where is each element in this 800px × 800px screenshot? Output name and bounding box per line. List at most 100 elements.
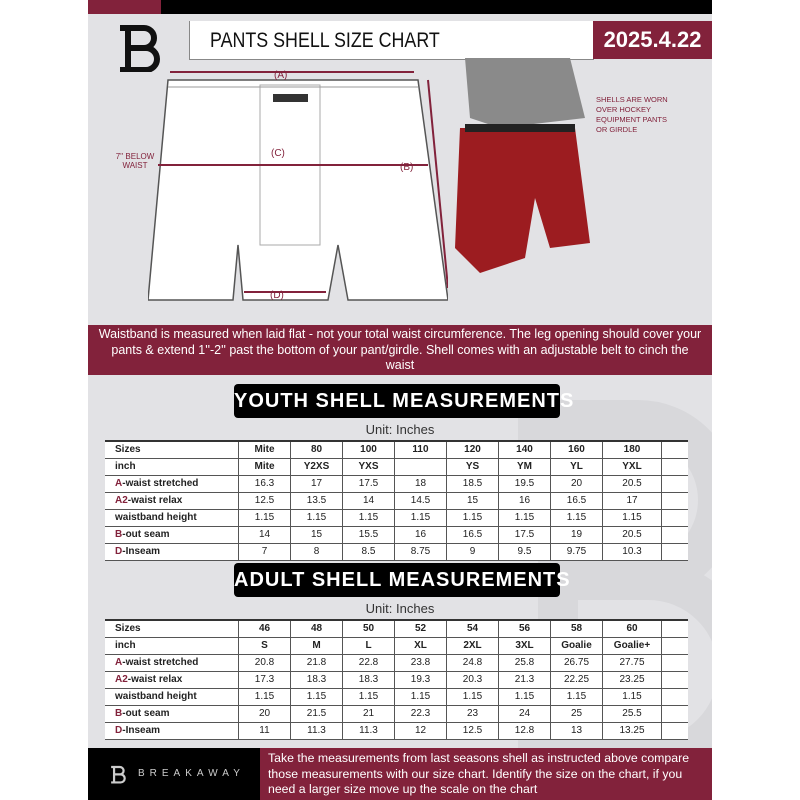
top-bar-accent	[88, 0, 161, 14]
table-cell: 17.3	[238, 671, 291, 689]
table-cell: 16.3	[238, 475, 291, 493]
row-label-text: -waist relax	[127, 495, 183, 506]
row-label-text: -out seam	[122, 708, 170, 719]
table-row: D-Inseam 7 8 8.5 8.75 9 9.5 9.75 10.3	[105, 543, 688, 561]
table-cell: 21	[342, 705, 395, 723]
table-cell: 23.8	[394, 654, 447, 672]
row-label-prefix: B	[115, 708, 123, 719]
table-cell: 17.5	[342, 475, 395, 493]
page-title: PANTS SHELL SIZE CHART	[210, 29, 440, 52]
table-spacer	[661, 688, 688, 706]
table-cell: 14.5	[394, 492, 447, 510]
table-cell: 16.5	[446, 526, 499, 544]
table-cell: YXS	[342, 458, 395, 476]
row-label: inch	[105, 637, 239, 655]
table-cell: 12	[394, 722, 447, 740]
table-spacer	[661, 543, 688, 561]
table-cell: 26.75	[550, 654, 603, 672]
table-cell: 1.15	[602, 688, 662, 706]
size-chart-page: PANTS SHELL SIZE CHART 2025.4.22 (A) (C)…	[88, 0, 712, 800]
row-label: Sizes	[105, 440, 239, 459]
row-label: D-Inseam	[105, 543, 239, 561]
table-cell: YM	[498, 458, 551, 476]
table-cell: Y2XS	[290, 458, 343, 476]
table-cell: 17	[290, 475, 343, 493]
table-cell: 11	[238, 722, 291, 740]
table-cell: 1.15	[394, 509, 447, 527]
table-cell: YXL	[602, 458, 662, 476]
table-cell: Mite	[238, 458, 291, 476]
table-cell: YL	[550, 458, 603, 476]
footer-logo-icon	[111, 765, 126, 784]
table-cell: 1.15	[446, 509, 499, 527]
table-cell: 50	[342, 619, 395, 638]
table-cell: 19.3	[394, 671, 447, 689]
table-row: waistband height 1.15 1.15 1.15 1.15 1.15 1.15…	[105, 688, 688, 706]
table-cell: 8.5	[342, 543, 395, 561]
row-label-text: -Inseam	[122, 725, 161, 736]
table-cell: Mite	[238, 440, 291, 459]
table-cell: 2XL	[446, 637, 499, 655]
table-row: D-Inseam 11 11.3 11.3 12 12.5 12.8 13 13.25	[105, 722, 688, 740]
table-cell: 22.8	[342, 654, 395, 672]
table-cell: 160	[550, 440, 603, 459]
table-cell: 12.5	[446, 722, 499, 740]
label-d: (D)	[270, 290, 284, 301]
table-cell: 22.3	[394, 705, 447, 723]
table-cell: 1.15	[342, 509, 395, 527]
table-cell: 1.15	[342, 688, 395, 706]
table-cell: 60	[602, 619, 662, 638]
table-cell: 15.5	[342, 526, 395, 544]
shell-note: SHELLS ARE WORN OVER HOCKEY EQUIPMENT PA…	[596, 95, 668, 134]
row-label-prefix: A	[115, 478, 123, 489]
brand-name: BREAKAWAY	[138, 768, 245, 779]
table-cell: Goalie+	[602, 637, 662, 655]
table-cell: 20.8	[238, 654, 291, 672]
table-row: A-waist stretched 20.8 21.8 22.8 23.8 24.8 25.…	[105, 654, 688, 672]
table-cell: 13.25	[602, 722, 662, 740]
table-cell: 18.3	[342, 671, 395, 689]
row-label-text: Sizes	[115, 444, 141, 455]
brand-logo-icon	[120, 25, 160, 72]
row-label-prefix: A	[115, 657, 123, 668]
table-cell: 1.15	[290, 688, 343, 706]
row-label-prefix: D	[115, 546, 123, 557]
table-cell: S	[238, 637, 291, 655]
table-cell: L	[342, 637, 395, 655]
table-cell: 20	[238, 705, 291, 723]
table-cell: 9	[446, 543, 499, 561]
pants-shell-photo	[455, 58, 590, 273]
date-badge: 2025.4.22	[593, 21, 712, 59]
table-spacer	[661, 475, 688, 493]
table-cell: 17	[602, 492, 662, 510]
row-label: B-out seam	[105, 526, 239, 544]
table-cell: 120	[446, 440, 499, 459]
table-row: B-out seam 14 15 15.5 16 16.5 17.5 19 20.5	[105, 526, 688, 544]
table-cell: 14	[342, 492, 395, 510]
table-cell: 20.3	[446, 671, 499, 689]
table-cell: 24	[498, 705, 551, 723]
table-cell: 100	[342, 440, 395, 459]
adult-section-title: ADULT SHELL MEASUREMENTS	[234, 563, 570, 597]
table-cell: YS	[446, 458, 499, 476]
table-cell: 12.5	[238, 492, 291, 510]
table-cell: 18.3	[290, 671, 343, 689]
table-cell: M	[290, 637, 343, 655]
table-spacer	[661, 619, 688, 638]
youth-section-title: YOUTH SHELL MEASUREMENTS	[234, 384, 573, 418]
table-cell: 18.5	[446, 475, 499, 493]
label-a: (A)	[274, 70, 288, 81]
table-cell: 140	[498, 440, 551, 459]
table-row: Sizes Mite 80 100 110 120 140 160 180	[105, 440, 688, 459]
row-label-prefix: D	[115, 725, 123, 736]
table-cell: 110	[394, 440, 447, 459]
table-cell: 21.5	[290, 705, 343, 723]
pants-diagram	[148, 71, 448, 301]
table-cell: 9.75	[550, 543, 603, 561]
table-row: A-waist stretched 16.3 17 17.5 18 18.5 19.5 20 2…	[105, 475, 688, 493]
table-cell: 13.5	[290, 492, 343, 510]
table-cell: 1.15	[238, 688, 291, 706]
measurement-info-band: Waistband is measured when laid flat - n…	[88, 325, 712, 375]
table-cell: 1.15	[602, 509, 662, 527]
row-label-prefix: A2	[115, 674, 128, 685]
